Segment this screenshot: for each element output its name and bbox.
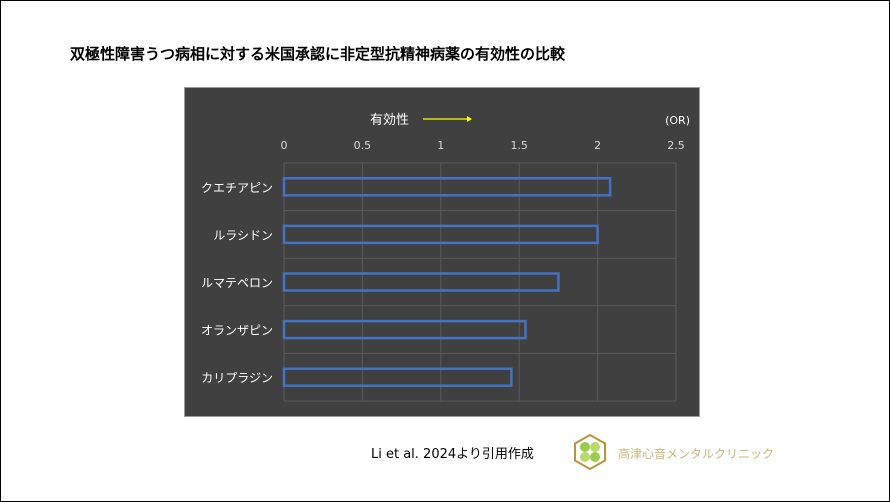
x-tick-label: 0.5 [354, 139, 372, 152]
clinic-logo-icon [574, 434, 606, 470]
clinic-name: 高津心音メンタルクリニック [618, 447, 775, 461]
category-label: オランザピン [201, 324, 273, 338]
bar-chart: 有効性 (OR) 0 0.5 1 1.5 2 2.5 クエチアピンルラシドンルマテペロン オラ… [184, 87, 700, 417]
bar [282, 367, 513, 387]
arrow-icon [423, 116, 472, 122]
x-tick-label: 2.5 [667, 139, 685, 152]
bar [282, 272, 560, 292]
x-tick-label: 0 [281, 139, 288, 152]
x-tick-label: 1.5 [510, 139, 528, 152]
axis-header: 有効性 [370, 113, 409, 128]
x-tick-label: 2 [594, 139, 601, 152]
bar [282, 224, 599, 245]
category-label: ルマテペロン [201, 276, 273, 290]
citation: Li et al. 2024より引用作成 [371, 447, 534, 462]
category-label: カリプラジン [201, 371, 273, 385]
slide-title: 双極性障害うつ病相に対する米国承認に非定型抗精神病薬の有効性の比較 [70, 45, 566, 63]
x-tick-label: 1 [437, 139, 444, 152]
bar [282, 319, 527, 340]
category-label: クエチアピン [201, 181, 273, 195]
unit-label: (OR) [665, 114, 690, 127]
bar [282, 177, 612, 197]
category-label: ルラシドン [213, 228, 273, 242]
chart-svg: 有効性 (OR) 0 0.5 1 1.5 2 2.5 クエチアピンルラシドンルマテペロンオラ… [201, 113, 690, 402]
